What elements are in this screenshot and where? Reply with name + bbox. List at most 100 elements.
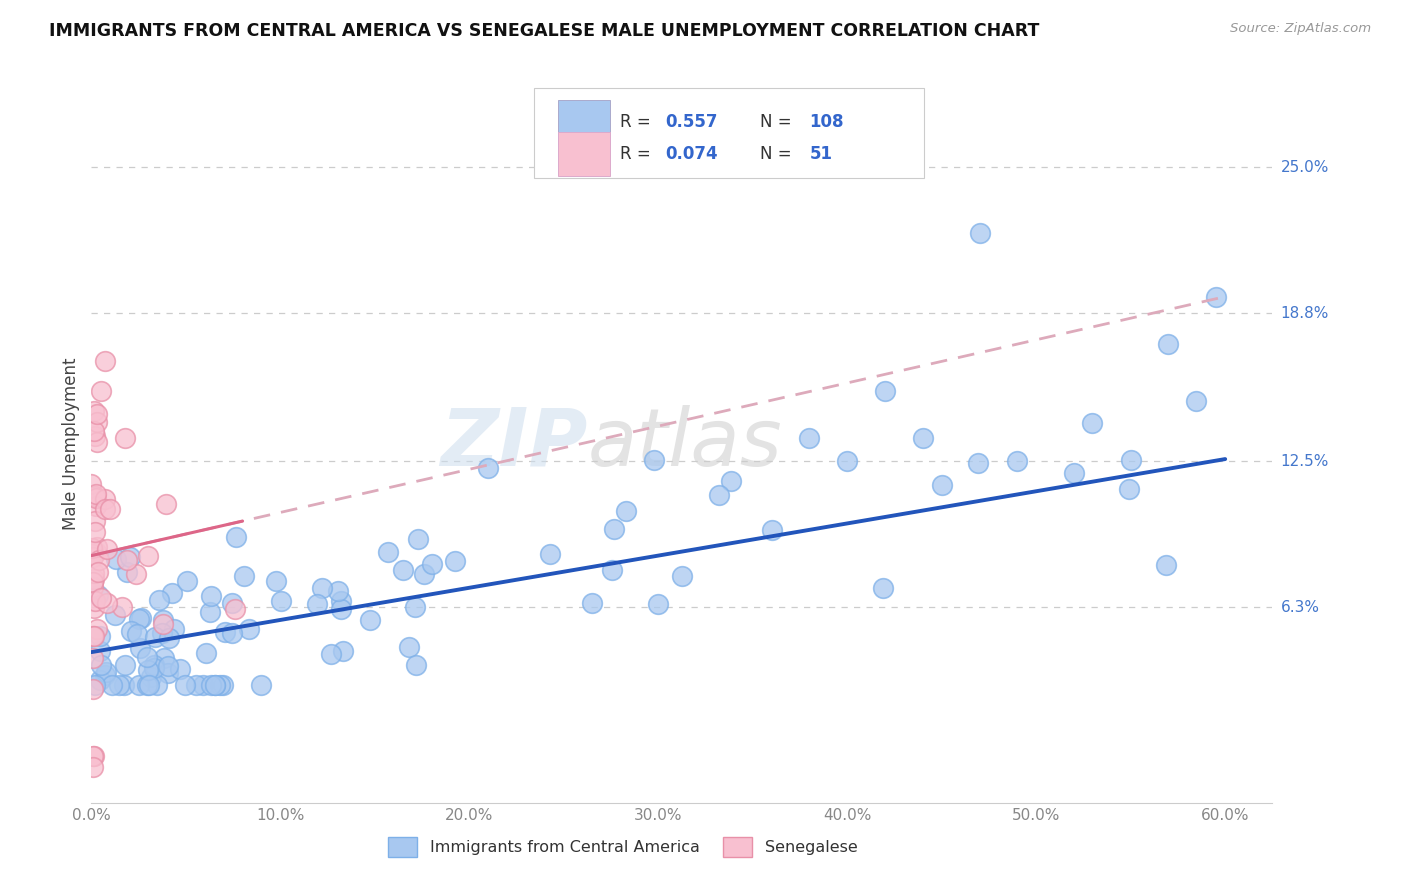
Point [104, 608, 127, 623]
Point [135, 678, 157, 692]
Point [83, 404, 105, 418]
Point [86, 408, 108, 422]
Point [83, 566, 105, 580]
Text: Source: ZipAtlas.com: Source: ZipAtlas.com [1230, 22, 1371, 36]
Point [837, 454, 859, 468]
Point [707, 487, 730, 501]
Point [1118, 482, 1140, 496]
Point [82, 650, 104, 665]
Point [129, 611, 152, 625]
Point [94, 491, 117, 506]
Text: R =: R = [620, 112, 657, 130]
Point [212, 678, 235, 692]
Point [412, 567, 434, 582]
Point [198, 605, 221, 619]
Point [94, 501, 117, 516]
Point [98, 501, 121, 516]
Point [405, 658, 427, 673]
Point [191, 678, 214, 692]
Point [603, 522, 626, 536]
Point [128, 640, 150, 655]
Point [221, 595, 243, 609]
Point [82, 574, 104, 589]
Point [214, 625, 236, 640]
Point [311, 581, 333, 595]
Point [538, 547, 561, 561]
Point [128, 678, 150, 692]
Point [136, 649, 159, 664]
FancyBboxPatch shape [534, 88, 924, 178]
Text: 25.0%: 25.0% [1281, 160, 1329, 175]
Point [86, 622, 108, 636]
Point [969, 226, 991, 240]
Point [118, 549, 141, 564]
Point [94, 354, 117, 368]
Point [96, 542, 118, 557]
Text: R =: R = [620, 145, 657, 163]
Text: 6.3%: 6.3% [1281, 600, 1320, 615]
Point [238, 622, 260, 636]
Text: 51: 51 [810, 145, 832, 163]
Point [602, 563, 624, 577]
Point [204, 678, 226, 692]
Point [966, 456, 988, 470]
Point [84, 491, 107, 506]
Point [270, 594, 292, 608]
Point [1185, 393, 1208, 408]
Point [82, 748, 104, 763]
Point [359, 613, 381, 627]
Point [173, 678, 195, 692]
Point [89, 644, 111, 658]
Point [157, 658, 180, 673]
Point [141, 670, 163, 684]
Point [82, 629, 104, 643]
Point [82, 760, 104, 774]
Point [208, 678, 231, 692]
Point [86, 541, 108, 555]
Point [84, 487, 107, 501]
Point [321, 647, 343, 661]
Point [82, 682, 104, 697]
Point [142, 658, 165, 673]
Point [581, 596, 603, 610]
Point [643, 453, 665, 467]
Point [392, 563, 415, 577]
Point [163, 622, 186, 636]
Point [152, 616, 174, 631]
Point [83, 572, 105, 586]
Point [105, 552, 128, 566]
Point [444, 554, 467, 568]
Point [82, 541, 104, 556]
Point [82, 547, 104, 561]
Point [83, 600, 105, 615]
Point [169, 662, 191, 676]
Point [90, 591, 112, 606]
Point [377, 545, 399, 559]
Text: 18.8%: 18.8% [1281, 306, 1329, 320]
Point [143, 630, 166, 644]
Point [115, 552, 138, 566]
Point [148, 593, 170, 607]
Point [404, 600, 426, 615]
Point [86, 435, 108, 450]
Point [264, 574, 287, 589]
Point [84, 524, 107, 539]
Point [120, 624, 142, 638]
Point [911, 431, 934, 445]
Point [96, 665, 118, 679]
Point [330, 594, 353, 608]
Point [146, 678, 169, 692]
Text: N =: N = [759, 145, 797, 163]
Point [671, 569, 693, 583]
Point [614, 504, 637, 518]
FancyBboxPatch shape [558, 100, 610, 144]
Point [249, 678, 271, 692]
Text: IMMIGRANTS FROM CENTRAL AMERICA VS SENEGALESE MALE UNEMPLOYMENT CORRELATION CHAR: IMMIGRANTS FROM CENTRAL AMERICA VS SENEG… [49, 22, 1039, 40]
Point [224, 601, 246, 615]
Point [1119, 452, 1142, 467]
Y-axis label: Male Unemployment: Male Unemployment [62, 358, 80, 530]
Point [305, 597, 328, 611]
Point [84, 499, 107, 513]
Point [232, 569, 254, 583]
Point [420, 557, 443, 571]
